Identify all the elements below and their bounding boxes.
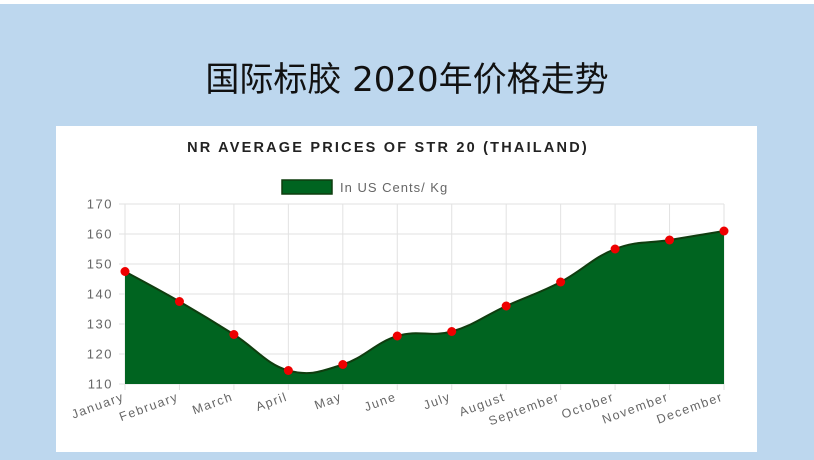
y-tick-label: 140 — [87, 287, 113, 302]
data-point-august[interactable] — [501, 301, 511, 311]
legend-swatch — [281, 179, 333, 195]
data-points — [120, 226, 729, 375]
y-axis-ticks: 110 120 130 140 150 160 170 — [87, 197, 113, 392]
slide-title: 国际标胶 2020年价格走势 — [205, 60, 609, 100]
series-area-fill — [125, 231, 724, 384]
data-point-october[interactable] — [610, 244, 620, 254]
data-point-july[interactable] — [447, 327, 457, 336]
chart-title: NR AVERAGE PRICES OF STR 20 (THAILAND) — [187, 140, 589, 156]
x-tick-label-may: May — [313, 390, 344, 413]
legend-label: In US Cents/ Kg — [340, 180, 448, 195]
x-tick-label-march: March — [190, 390, 234, 418]
y-tick-label: 160 — [87, 227, 113, 242]
y-tick-label: 170 — [87, 197, 113, 212]
x-tick-label-june: June — [362, 390, 398, 414]
data-point-january[interactable] — [120, 267, 130, 276]
x-tick-label-january: January — [70, 390, 126, 422]
data-point-may[interactable] — [338, 360, 348, 369]
data-point-june[interactable] — [392, 331, 402, 341]
series-area — [124, 230, 725, 384]
x-tick-label-february: February — [117, 390, 180, 424]
x-tick-label-april: April — [254, 390, 289, 414]
chart-card: NR AVERAGE PRICES OF STR 20 (THAILAND) I… — [56, 126, 757, 452]
data-point-december[interactable] — [719, 226, 729, 236]
x-tick-label-july: July — [421, 390, 452, 413]
data-point-march[interactable] — [229, 330, 239, 339]
chart-legend: In US Cents/ Kg — [281, 179, 448, 195]
y-tick-label: 110 — [88, 377, 113, 392]
data-point-april[interactable] — [283, 366, 293, 375]
y-tick-label: 130 — [87, 317, 113, 332]
price-chart: NR AVERAGE PRICES OF STR 20 (THAILAND) I… — [70, 140, 729, 429]
data-point-november[interactable] — [665, 235, 675, 245]
y-tick-label: 120 — [87, 347, 113, 362]
data-point-february[interactable] — [174, 297, 184, 306]
data-point-september[interactable] — [556, 277, 566, 287]
y-tick-label: 150 — [87, 257, 113, 272]
